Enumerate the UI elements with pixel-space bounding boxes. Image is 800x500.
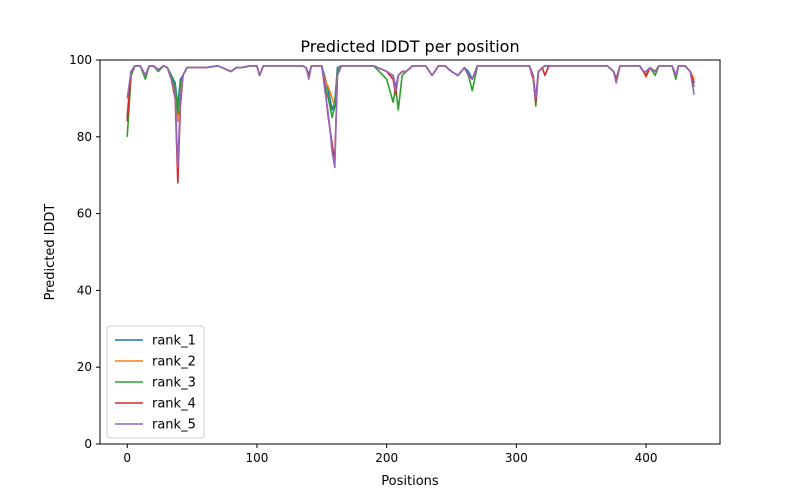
- x-tick-label: 400: [635, 451, 658, 465]
- y-tick-label: 20: [77, 360, 92, 374]
- series-line-rank_3: [126, 65, 695, 137]
- chart-title: Predicted lDDT per position: [300, 37, 519, 56]
- legend-label-rank_4: rank_4: [152, 397, 196, 412]
- y-axis-ticks: 0 20 40 60 80 100: [69, 53, 100, 451]
- x-tick-label: 100: [245, 451, 268, 465]
- y-tick-label: 80: [77, 130, 92, 144]
- x-tick-label: 0: [123, 451, 131, 465]
- y-tick-label: 60: [77, 207, 92, 221]
- series-line-rank_5: [126, 65, 695, 169]
- legend-label-rank_5: rank_5: [152, 418, 196, 433]
- legend-label-rank_2: rank_2: [152, 355, 196, 370]
- x-axis-label: Positions: [381, 474, 439, 489]
- legend-box: [106, 325, 205, 439]
- y-axis-label: Predicted lDDT: [43, 204, 58, 301]
- series-line-rank_2: [126, 65, 695, 123]
- plot-lines: [126, 65, 695, 184]
- x-tick-label: 300: [505, 451, 528, 465]
- x-axis-ticks: 0 100 200 300 400: [123, 444, 658, 465]
- y-tick-label: 0: [84, 437, 92, 451]
- x-tick-label: 200: [375, 451, 398, 465]
- plot-area-frame: [99, 59, 721, 445]
- series-line-rank_1: [126, 65, 695, 118]
- y-tick-label: 100: [69, 53, 92, 67]
- legend: rank_1 rank_2 rank_3 rank_4 rank_5: [106, 325, 205, 439]
- y-tick-label: 40: [77, 283, 92, 297]
- series-line-rank_4: [126, 65, 695, 184]
- legend-label-rank_1: rank_1: [152, 334, 196, 349]
- legend-label-rank_3: rank_3: [152, 376, 196, 391]
